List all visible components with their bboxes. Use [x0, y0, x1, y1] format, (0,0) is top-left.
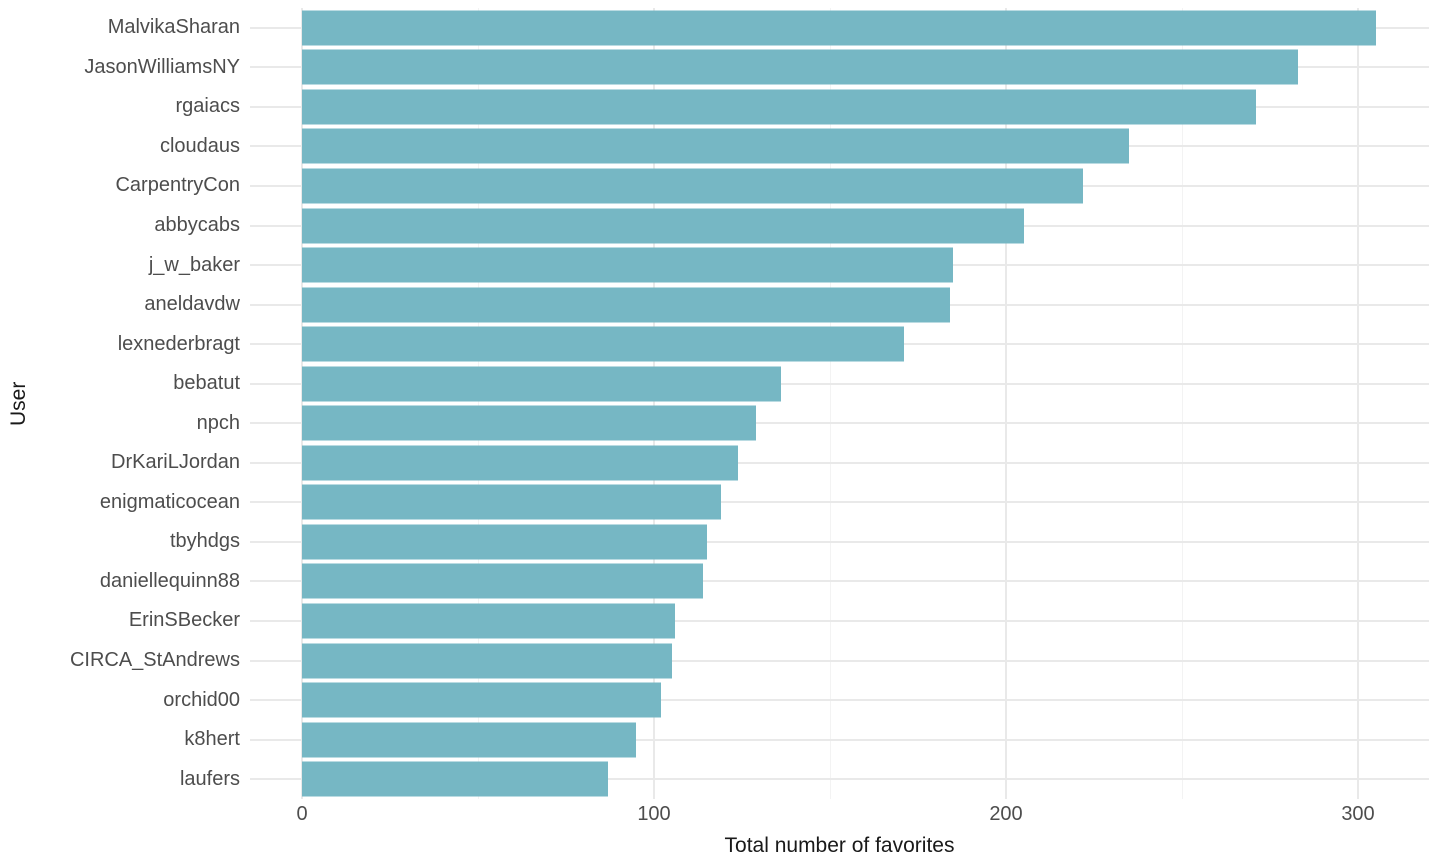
bar-laufers — [302, 761, 609, 797]
x-tick-label: 100 — [637, 803, 671, 825]
y-tick-label: enigmaticocean — [99, 490, 240, 513]
y-tick-label: cloudaus — [159, 134, 240, 157]
bar-row — [250, 680, 1429, 720]
y-tick-label: daniellequinn88 — [99, 569, 240, 592]
bar-enigmaticocean — [302, 484, 721, 520]
bar-cloudaus — [302, 128, 1130, 164]
bar-abbycabs — [302, 208, 1024, 243]
bar-CIRCA_StAndrews — [302, 643, 672, 679]
y-tick-label: CIRCA_StAndrews — [69, 649, 240, 672]
y-tick-label: k8hert — [184, 728, 240, 751]
x-major-gridline — [301, 8, 303, 799]
bar-row — [250, 720, 1429, 760]
y-tick-label: JasonWilliamsNY — [84, 55, 240, 78]
bar-row — [250, 522, 1429, 562]
x-minor-gridline — [477, 8, 479, 799]
bar-npch — [302, 405, 757, 441]
y-gridline — [250, 580, 1429, 583]
bar-lexnederbragt — [302, 326, 904, 362]
bar-row — [250, 48, 1429, 88]
y-tick-label: j_w_baker — [148, 253, 240, 276]
y-tick-label: DrKariLJordan — [111, 451, 240, 474]
bar-row — [250, 403, 1429, 443]
y-tick-label: tbyhdgs — [169, 530, 240, 553]
y-gridline — [250, 422, 1429, 425]
y-tick-label: MalvikaSharan — [107, 16, 240, 39]
x-minor-gridline — [1181, 8, 1183, 799]
bar-ErinSBecker — [302, 603, 676, 639]
x-major-gridline — [1005, 8, 1007, 799]
bar-row — [250, 285, 1429, 325]
bar-row — [250, 245, 1429, 285]
x-tick-label: 200 — [989, 803, 1023, 825]
y-gridline — [250, 619, 1429, 622]
bar-row — [250, 483, 1429, 523]
y-tick-label: rgaiacs — [175, 95, 240, 118]
bar-row — [250, 443, 1429, 483]
y-gridline — [250, 540, 1429, 543]
y-tick-label: CarpentryCon — [115, 174, 240, 197]
bar-aneldavdw — [302, 287, 950, 323]
bar-k8hert — [302, 722, 637, 758]
x-major-gridline — [653, 8, 655, 799]
bar-DrKariLJordan — [302, 445, 739, 481]
x-major-gridline — [1357, 8, 1359, 799]
y-tick-label: orchid00 — [163, 688, 240, 711]
bar-bebatut — [302, 366, 781, 402]
bar-j_w_baker — [302, 247, 954, 283]
y-tick-label: abbycabs — [154, 214, 240, 236]
y-gridline — [250, 699, 1429, 702]
y-tick-label: laufers — [179, 767, 240, 790]
x-minor-gridline — [829, 8, 831, 799]
y-gridline — [250, 778, 1429, 781]
x-tick-label: 300 — [1341, 803, 1375, 825]
bar-row — [250, 8, 1429, 48]
bar-row — [250, 601, 1429, 641]
y-gridline — [250, 382, 1429, 385]
bar-daniellequinn88 — [302, 563, 704, 599]
bar-row — [250, 127, 1429, 167]
bar-tbyhdgs — [302, 524, 707, 560]
bar-JasonWilliamsNY — [302, 49, 1299, 85]
y-tick-label: aneldavdw — [144, 293, 240, 316]
y-gridline — [250, 501, 1429, 504]
bar-row — [250, 324, 1429, 364]
y-gridline — [250, 738, 1429, 741]
bar-row — [250, 641, 1429, 681]
bar-orchid00 — [302, 682, 662, 718]
x-axis-title: Total number of favorites — [724, 834, 955, 857]
x-tick-label: 0 — [296, 803, 308, 825]
bar-row — [250, 364, 1429, 404]
bar-row — [250, 562, 1429, 602]
y-tick-label: npch — [196, 411, 240, 434]
bar-CarpentryCon — [302, 168, 1084, 204]
bar-rgaiacs — [302, 89, 1256, 125]
bar-row — [250, 166, 1429, 206]
y-tick-label: ErinSBecker — [128, 609, 240, 632]
y-tick-label: lexnederbragt — [117, 332, 240, 355]
y-tick-labels: MalvikaSharan JasonWilliamsNY rgaiacs cloud… — [0, 8, 240, 799]
plot-panel — [250, 8, 1429, 799]
y-gridline — [250, 659, 1429, 662]
y-gridline — [250, 461, 1429, 464]
y-tick-label: bebatut — [173, 372, 240, 395]
bar-row — [250, 206, 1429, 246]
bar-row — [250, 87, 1429, 127]
bar-row — [250, 759, 1429, 799]
x-tick-labels: 0 100 200 300 — [250, 803, 1429, 829]
bar-rows — [250, 8, 1429, 799]
bar-MalvikaSharan — [302, 10, 1376, 46]
